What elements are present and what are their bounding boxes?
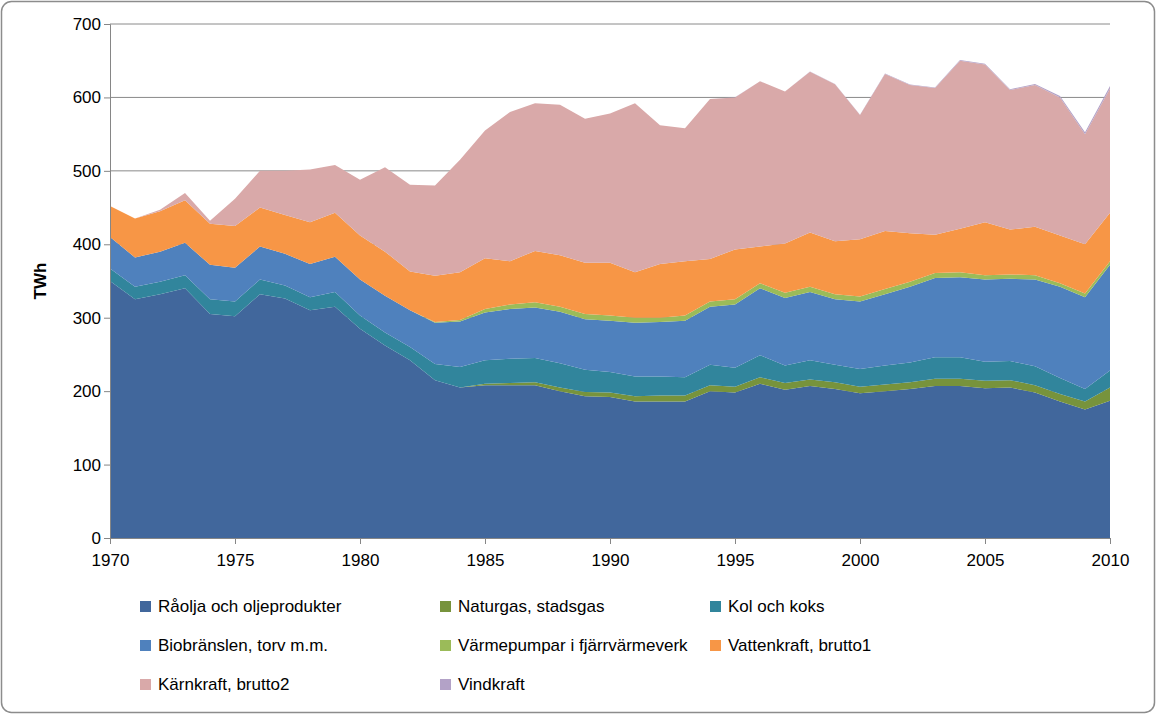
x-tick: 1995 (717, 538, 755, 570)
legend-item: Kärnkraft, brutto2 (140, 675, 289, 694)
y-axis-title: TWh (31, 263, 50, 300)
y-tick-label: 300 (73, 309, 101, 328)
x-tick-mark (735, 538, 736, 544)
y-tick-label: 600 (73, 88, 101, 107)
x-tick-label: 1970 (92, 551, 130, 570)
y-tick: 500 (73, 162, 110, 181)
grid-line (110, 24, 1110, 25)
y-tick-mark (104, 171, 110, 172)
legend-label: Biobränslen, torv m.m. (158, 636, 328, 655)
y-tick: 0 (92, 529, 110, 548)
legend-swatch (440, 601, 451, 612)
legend-item: Kol och koks (710, 597, 824, 616)
x-tick: 2010 (1092, 538, 1130, 570)
legend-swatch (140, 640, 151, 651)
legend-item: Vattenkraft, brutto1 (710, 636, 871, 655)
chart-frame (2, 2, 1155, 713)
legend-label: Kärnkraft, brutto2 (158, 675, 289, 694)
x-tick-mark (985, 538, 986, 544)
legend-swatch (140, 601, 151, 612)
areas (110, 60, 1110, 538)
y-tick-mark (104, 538, 110, 539)
legend-item: Råolja och oljeprodukter (140, 597, 342, 616)
y-tick-label: 200 (73, 382, 101, 401)
legend-swatch (710, 601, 721, 612)
y-tick: 100 (73, 456, 110, 475)
legend-label: Värmepumpar i fjärrvärmeverk (458, 636, 688, 655)
legend-item: Värmepumpar i fjärrvärmeverk (440, 636, 688, 655)
x-tick: 1975 (217, 538, 255, 570)
y-tick: 300 (73, 309, 110, 328)
y-tick-mark (104, 465, 110, 466)
y-tick: 200 (73, 382, 110, 401)
legend-label: Vindkraft (458, 675, 525, 694)
area-series (110, 60, 1110, 221)
x-tick: 1990 (592, 538, 630, 570)
legend-label: Kol och koks (728, 597, 824, 616)
x-tick-label: 2010 (1092, 551, 1130, 570)
legend-swatch (440, 679, 451, 690)
x-tick-label: 1985 (467, 551, 505, 570)
y-tick: 700 (73, 15, 110, 34)
x-tick-mark (235, 538, 236, 544)
x-tick-label: 1980 (342, 551, 380, 570)
plot: 1970 1975 1980 1985 1990 1995 2000 2005 2010 0 100… (73, 15, 1130, 570)
legend-label: Vattenkraft, brutto1 (728, 636, 871, 655)
x-axis: 1970 1975 1980 1985 1990 1995 2000 2005 2010 (92, 538, 1130, 570)
y-tick-label: 400 (73, 235, 101, 254)
legend-item: Vindkraft (440, 675, 525, 694)
legend-label: Råolja och oljeprodukter (158, 597, 342, 616)
legend-item: Naturgas, stadsgas (440, 597, 604, 616)
legend-label: Naturgas, stadsgas (458, 597, 604, 616)
x-tick: 2005 (967, 538, 1005, 570)
y-tick-label: 700 (73, 15, 101, 34)
chart: 1970 1975 1980 1985 1990 1995 2000 2005 2010 0 100… (0, 0, 1156, 714)
x-tick: 1985 (467, 538, 505, 570)
y-tick-label: 0 (92, 529, 101, 548)
y-axis: 0 100 200 300 400 500 600 700 (73, 15, 111, 548)
y-tick-mark (104, 97, 110, 98)
x-tick-mark (860, 538, 861, 544)
x-tick-mark (360, 538, 361, 544)
grid (110, 24, 1110, 538)
legend-item: Biobränslen, torv m.m. (140, 636, 328, 655)
x-tick-label: 2005 (967, 551, 1005, 570)
y-tick-label: 100 (73, 456, 101, 475)
legend-swatch (140, 679, 151, 690)
y-tick: 600 (73, 88, 110, 107)
x-tick-label: 2000 (842, 551, 880, 570)
x-tick-label: 1975 (217, 551, 255, 570)
y-tick: 400 (73, 235, 110, 254)
y-tick-mark (104, 318, 110, 319)
x-tick: 1980 (342, 538, 380, 570)
y-axis-line (104, 25, 111, 539)
y-tick-mark (104, 391, 110, 392)
area-series (110, 61, 1110, 276)
legend-swatch (710, 640, 721, 651)
y-tick-label: 500 (73, 162, 101, 181)
x-tick-label: 1995 (717, 551, 755, 570)
x-tick-label: 1990 (592, 551, 630, 570)
x-tick-mark (1110, 538, 1111, 544)
y-tick-mark (104, 244, 110, 245)
y-tick-mark (104, 24, 110, 25)
legend: Råolja och oljeprodukter Naturgas, stadsg… (140, 597, 871, 694)
legend-swatch (440, 640, 451, 651)
x-tick: 2000 (842, 538, 880, 570)
x-tick-mark (485, 538, 486, 544)
x-axis-line (111, 539, 1111, 545)
x-tick-mark (610, 538, 611, 544)
